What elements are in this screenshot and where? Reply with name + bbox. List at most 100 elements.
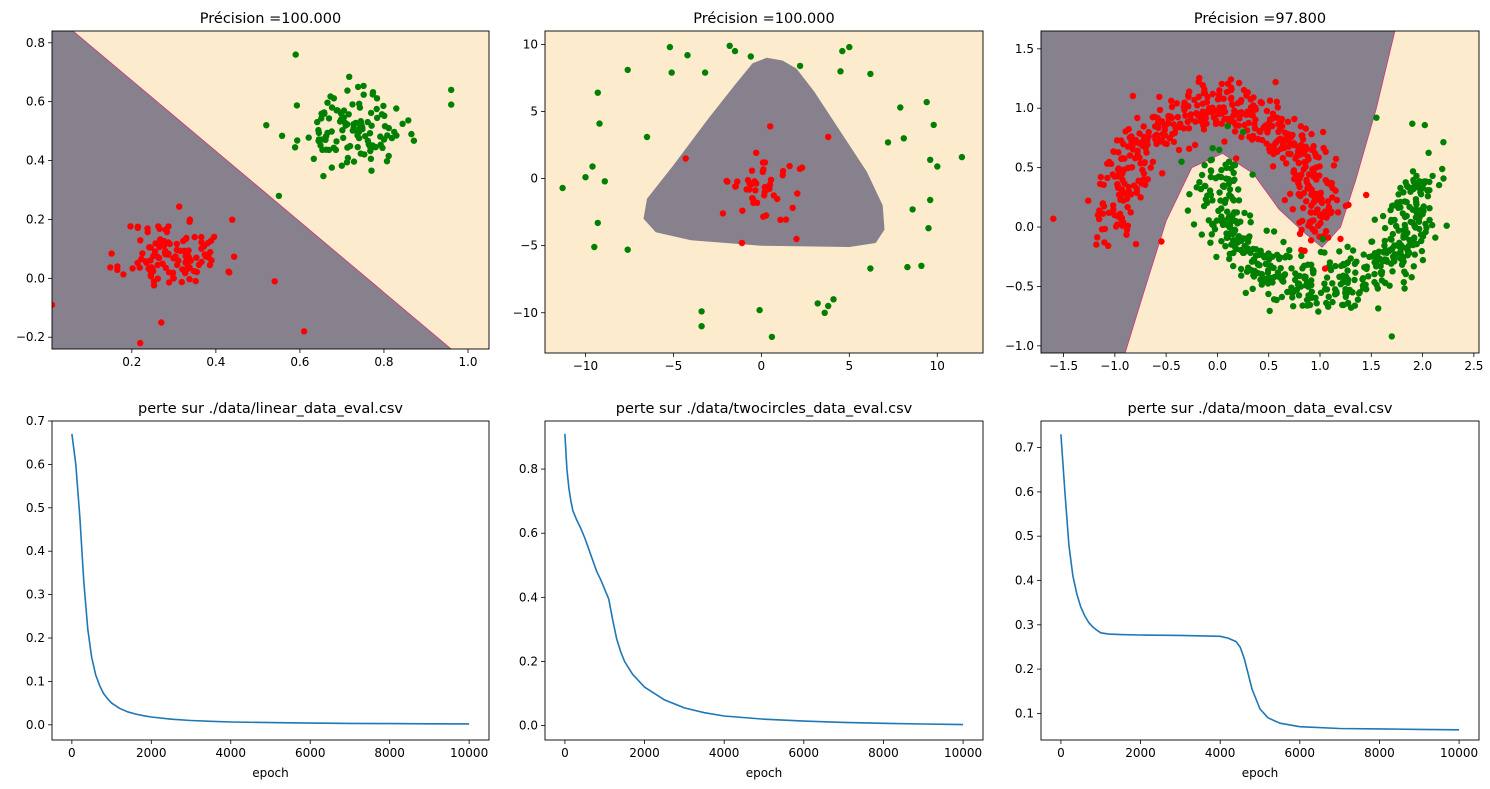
data-point <box>766 181 774 188</box>
data-point <box>1218 238 1225 245</box>
y-tick-label: −1.0 <box>1005 339 1034 353</box>
data-point <box>1395 204 1402 211</box>
x-tick-label: 8000 <box>1364 746 1395 760</box>
data-point <box>1127 209 1134 216</box>
data-point <box>1263 227 1270 234</box>
data-point <box>1296 183 1303 191</box>
data-point <box>1440 139 1447 146</box>
data-point <box>1158 238 1165 245</box>
data-point <box>1241 209 1248 217</box>
data-point <box>1226 186 1234 193</box>
data-point <box>338 162 345 169</box>
y-tick-label: 0.8 <box>26 36 45 50</box>
x-tick-label: 0 <box>561 746 569 760</box>
data-point <box>315 136 323 143</box>
data-point <box>1120 141 1127 148</box>
x-tick-label: 0 <box>1057 746 1065 760</box>
data-point <box>760 166 767 173</box>
data-point <box>767 176 775 183</box>
data-point <box>1247 219 1254 226</box>
data-point <box>698 323 705 330</box>
data-point <box>1323 299 1330 307</box>
data-point <box>884 139 892 146</box>
data-point <box>1426 178 1433 186</box>
data-point <box>1321 286 1329 293</box>
x-tick-label: 4000 <box>215 746 246 760</box>
data-point <box>1402 233 1409 241</box>
data-point <box>362 133 369 140</box>
data-point <box>330 144 337 151</box>
data-point <box>1117 196 1124 203</box>
data-point <box>1429 172 1436 180</box>
data-point <box>1093 241 1100 248</box>
data-point <box>1415 218 1423 225</box>
plot-area <box>564 433 964 726</box>
data-point <box>330 95 338 102</box>
data-point <box>1408 274 1415 281</box>
data-point <box>1383 249 1391 256</box>
data-point <box>1395 227 1402 234</box>
data-point <box>1305 283 1312 290</box>
data-point <box>1123 231 1130 238</box>
data-point <box>1222 243 1229 250</box>
x-tick-label: 10000 <box>450 746 488 760</box>
data-point <box>1278 293 1286 301</box>
data-point <box>1137 160 1144 167</box>
data-point <box>1113 137 1121 144</box>
data-point <box>1421 121 1429 129</box>
data-point <box>1272 78 1279 86</box>
data-point <box>1250 272 1257 279</box>
data-point <box>767 123 774 130</box>
x-tick-label: 10 <box>930 359 945 373</box>
axes-frame <box>544 30 984 354</box>
data-point <box>368 167 375 174</box>
data-point <box>1221 138 1228 145</box>
data-point <box>1411 251 1419 258</box>
data-point <box>1218 80 1226 88</box>
data-point <box>293 102 301 109</box>
data-point <box>1381 242 1388 249</box>
y-tick-label: 0.1 <box>26 674 45 688</box>
data-point <box>1216 146 1223 153</box>
data-point <box>1237 96 1245 104</box>
data-point <box>1400 279 1408 286</box>
data-point <box>779 172 786 179</box>
data-point <box>1297 192 1304 200</box>
data-point <box>1158 137 1166 144</box>
data-point <box>205 254 212 261</box>
data-point <box>1286 253 1293 261</box>
data-point <box>1379 212 1387 220</box>
data-point <box>193 254 200 261</box>
data-point <box>1190 221 1198 228</box>
data-point <box>1257 98 1264 106</box>
data-point <box>1410 263 1418 270</box>
data-point <box>1115 165 1122 172</box>
data-point <box>1302 159 1309 166</box>
data-point <box>340 114 348 121</box>
data-point <box>1375 305 1382 312</box>
data-point <box>1319 128 1327 136</box>
data-point <box>1128 164 1135 171</box>
data-point <box>1209 90 1217 98</box>
data-point <box>1129 141 1136 148</box>
data-point <box>1216 189 1223 196</box>
data-point <box>373 105 380 113</box>
axes-frame <box>544 420 984 741</box>
data-point <box>1389 253 1397 260</box>
data-point <box>393 105 400 112</box>
data-point <box>1344 299 1352 307</box>
data-point <box>1267 274 1274 282</box>
data-point <box>1295 159 1303 167</box>
data-point <box>291 144 299 151</box>
data-point <box>173 246 181 253</box>
data-point <box>367 147 374 155</box>
data-point <box>1300 166 1307 173</box>
subplot-2: −10 −5 0 5 10 −10 −5 0 5 10 Précision =100.000 <box>513 11 984 373</box>
y-tick-label: 5 <box>530 105 538 119</box>
y-tick-label: 0.5 <box>1015 529 1034 543</box>
data-point <box>399 120 406 128</box>
data-point <box>1249 132 1257 140</box>
data-point <box>229 216 236 223</box>
data-point <box>1276 254 1284 261</box>
